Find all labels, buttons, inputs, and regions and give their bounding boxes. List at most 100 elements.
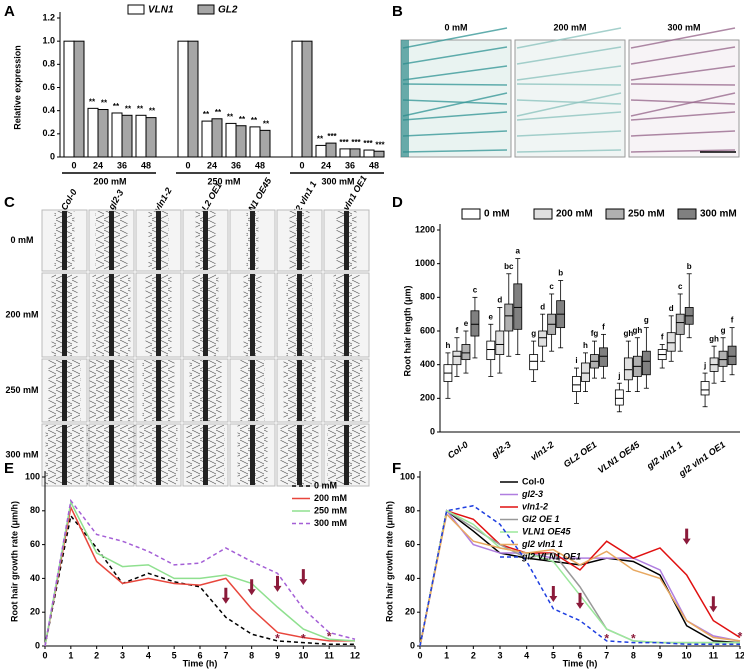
root-hair xyxy=(630,111,736,121)
bar xyxy=(135,114,147,158)
series-line xyxy=(419,509,740,647)
root-hair xyxy=(516,99,622,105)
root-body xyxy=(109,425,114,485)
root-hair xyxy=(516,27,622,49)
box xyxy=(572,376,581,393)
x-tick-label: 10 xyxy=(682,650,692,660)
significance-letter: f xyxy=(731,316,734,325)
root-body xyxy=(203,360,208,421)
root-body xyxy=(344,425,349,485)
box xyxy=(486,340,496,361)
root-hair xyxy=(402,149,508,153)
root-body xyxy=(297,360,302,421)
significance: *** xyxy=(351,138,361,147)
bar xyxy=(187,40,199,158)
significance-letter: i xyxy=(575,356,577,365)
micrograph xyxy=(628,39,740,158)
root-hair xyxy=(402,65,508,81)
root-hair xyxy=(402,130,508,137)
x-tick-label: gl2 vln1 1 xyxy=(644,439,684,471)
y-tick-label: 0 xyxy=(50,151,55,161)
box xyxy=(461,344,471,361)
y-tick-label: 600 xyxy=(420,325,435,335)
x-tick-label: 12 xyxy=(735,650,744,660)
significance-letter: f xyxy=(661,333,664,342)
significance-letter: bc xyxy=(504,262,514,271)
y-tick-label: 0.4 xyxy=(42,105,55,115)
significance-letter: gh xyxy=(709,334,719,343)
panel-letter: F xyxy=(392,460,401,477)
x-tick-label: 0 xyxy=(417,650,422,660)
significance-letter: g xyxy=(721,326,726,335)
group-label: 200 mM xyxy=(93,176,126,186)
root-body xyxy=(297,274,302,356)
root-body xyxy=(109,360,114,421)
group-label: 250 mM xyxy=(207,176,240,186)
significance: ** xyxy=(251,116,258,125)
series-line xyxy=(44,498,356,647)
y-tick-label: 200 xyxy=(420,393,435,403)
y-tick-label: 1.0 xyxy=(42,36,55,46)
bar xyxy=(97,109,109,158)
significance: ** xyxy=(113,102,120,111)
significance: ** xyxy=(137,104,144,113)
root-hair xyxy=(516,149,622,153)
root-body xyxy=(62,211,67,270)
significance: *** xyxy=(339,138,349,147)
box xyxy=(452,350,462,366)
arrow xyxy=(221,587,230,604)
bar xyxy=(111,112,123,158)
root xyxy=(401,40,409,157)
root-body xyxy=(344,211,349,270)
legend-label: gl2 VLN1 OE1 xyxy=(521,551,581,561)
legend-label: 300 mM xyxy=(314,518,347,528)
significance-letter: j xyxy=(703,361,706,370)
root-body xyxy=(203,274,208,356)
significance-star: * xyxy=(738,630,743,644)
y-axis-label: Root hair growth rate (μm/h) xyxy=(384,501,394,622)
significance-star: * xyxy=(301,631,306,645)
legend-label: 250 mM xyxy=(628,209,665,220)
significance-letter: f xyxy=(456,326,459,335)
root-hair xyxy=(630,83,736,86)
y-axis-label: Root hair growth rate (μm/h) xyxy=(9,501,19,622)
x-tick-label: Col-0 xyxy=(446,439,470,460)
root-body xyxy=(109,274,114,356)
row-label: 200 mM xyxy=(5,309,38,319)
x-tick-label: 24 xyxy=(321,160,331,170)
x-tick-label: 1 xyxy=(68,650,73,660)
bar xyxy=(145,117,157,158)
y-tick-label: 60 xyxy=(405,539,415,549)
x-axis-label: Time (h) xyxy=(183,658,218,668)
arrow xyxy=(709,596,718,613)
significance: ** xyxy=(317,135,324,144)
y-tick-label: 1200 xyxy=(415,224,435,234)
box xyxy=(718,350,728,367)
root-hair xyxy=(402,111,508,121)
root-hair xyxy=(402,92,508,117)
legend-swatch xyxy=(533,208,553,220)
box xyxy=(495,330,505,355)
legend-swatch xyxy=(677,208,697,220)
y-tick-label: 100 xyxy=(25,471,40,481)
significance: ** xyxy=(263,119,270,128)
x-tick-label: 24 xyxy=(93,160,103,170)
legend-swatch xyxy=(197,4,215,15)
root-body xyxy=(156,211,161,270)
x-tick-label: vln1-2 xyxy=(529,439,556,462)
box xyxy=(538,330,548,347)
legend-label: Col-0 xyxy=(522,476,545,486)
significance: *** xyxy=(327,132,337,141)
row-label: 0 mM xyxy=(10,235,33,245)
significance-letter: c xyxy=(549,282,554,291)
x-tick-label: 6 xyxy=(197,650,202,660)
significance-letter: fg xyxy=(591,329,599,338)
x-tick-label: 24 xyxy=(207,160,217,170)
legend-label: VLN1 OE45 xyxy=(522,526,572,536)
significance-letter: b xyxy=(558,269,563,278)
x-tick-label: 3 xyxy=(120,650,125,660)
bar xyxy=(177,40,189,158)
micrograph xyxy=(514,39,626,158)
box xyxy=(599,347,608,367)
y-tick-label: 800 xyxy=(420,292,435,302)
